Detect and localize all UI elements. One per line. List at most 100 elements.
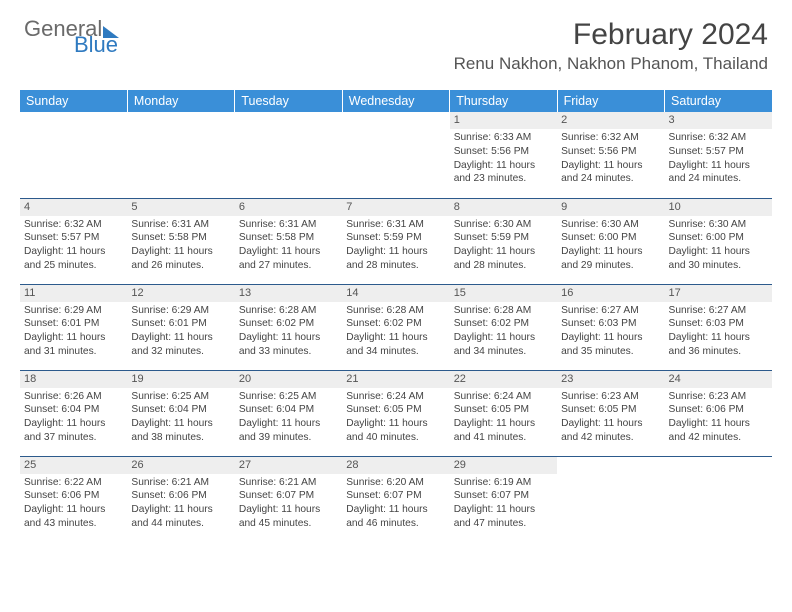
day-number [235,112,342,126]
day-details: Sunrise: 6:27 AMSunset: 6:03 PMDaylight:… [557,302,664,361]
sunset-text: Sunset: 6:00 PM [669,231,768,245]
calendar-day-cell: 22Sunrise: 6:24 AMSunset: 6:05 PMDayligh… [450,370,557,456]
calendar-empty-cell [20,112,127,198]
day-number: 1 [450,112,557,129]
day-details: Sunrise: 6:22 AMSunset: 6:06 PMDaylight:… [20,474,127,533]
sunset-text: Sunset: 6:04 PM [131,403,230,417]
sunset-text: Sunset: 5:56 PM [454,145,553,159]
day-details: Sunrise: 6:30 AMSunset: 6:00 PMDaylight:… [557,216,664,275]
daylight-text: Daylight: 11 hours [346,503,445,517]
weekday-header: Saturday [665,90,772,112]
daylight-text: and 44 minutes. [131,517,230,531]
weekday-header: Monday [127,90,234,112]
day-number: 8 [450,199,557,216]
daylight-text: Daylight: 11 hours [454,417,553,431]
sunset-text: Sunset: 6:02 PM [454,317,553,331]
sunrise-text: Sunrise: 6:31 AM [346,218,445,232]
sunrise-text: Sunrise: 6:32 AM [561,131,660,145]
day-details: Sunrise: 6:30 AMSunset: 6:00 PMDaylight:… [665,216,772,275]
day-details: Sunrise: 6:32 AMSunset: 5:57 PMDaylight:… [20,216,127,275]
day-number: 23 [557,371,664,388]
sunrise-text: Sunrise: 6:20 AM [346,476,445,490]
sunrise-text: Sunrise: 6:21 AM [131,476,230,490]
weekday-header: Wednesday [342,90,449,112]
daylight-text: and 42 minutes. [561,431,660,445]
sunset-text: Sunset: 6:01 PM [24,317,123,331]
day-number: 25 [20,457,127,474]
day-details: Sunrise: 6:32 AMSunset: 5:57 PMDaylight:… [665,129,772,188]
daylight-text: and 40 minutes. [346,431,445,445]
daylight-text: and 42 minutes. [669,431,768,445]
day-details: Sunrise: 6:29 AMSunset: 6:01 PMDaylight:… [127,302,234,361]
day-number: 18 [20,371,127,388]
daylight-text: and 31 minutes. [24,345,123,359]
day-details: Sunrise: 6:27 AMSunset: 6:03 PMDaylight:… [665,302,772,361]
daylight-text: Daylight: 11 hours [669,417,768,431]
daylight-text: Daylight: 11 hours [669,245,768,259]
day-number: 7 [342,199,449,216]
daylight-text: Daylight: 11 hours [131,331,230,345]
sunset-text: Sunset: 5:57 PM [24,231,123,245]
day-details: Sunrise: 6:31 AMSunset: 5:58 PMDaylight:… [235,216,342,275]
calendar-day-cell: 2Sunrise: 6:32 AMSunset: 5:56 PMDaylight… [557,112,664,198]
day-number: 21 [342,371,449,388]
sunset-text: Sunset: 5:58 PM [131,231,230,245]
calendar-day-cell: 25Sunrise: 6:22 AMSunset: 6:06 PMDayligh… [20,456,127,542]
sunset-text: Sunset: 6:03 PM [669,317,768,331]
day-details: Sunrise: 6:30 AMSunset: 5:59 PMDaylight:… [450,216,557,275]
day-number: 16 [557,285,664,302]
daylight-text: and 46 minutes. [346,517,445,531]
sunset-text: Sunset: 6:07 PM [346,489,445,503]
day-number [342,112,449,126]
daylight-text: and 24 minutes. [669,172,768,186]
sunrise-text: Sunrise: 6:26 AM [24,390,123,404]
daylight-text: Daylight: 11 hours [24,417,123,431]
day-details: Sunrise: 6:20 AMSunset: 6:07 PMDaylight:… [342,474,449,533]
weekday-header: Thursday [450,90,557,112]
daylight-text: and 43 minutes. [24,517,123,531]
calendar-table: SundayMondayTuesdayWednesdayThursdayFrid… [20,90,772,542]
calendar-row: 1Sunrise: 6:33 AMSunset: 5:56 PMDaylight… [20,112,772,198]
sunset-text: Sunset: 6:05 PM [454,403,553,417]
sunrise-text: Sunrise: 6:23 AM [561,390,660,404]
sunset-text: Sunset: 5:58 PM [239,231,338,245]
daylight-text: and 47 minutes. [454,517,553,531]
day-details: Sunrise: 6:24 AMSunset: 6:05 PMDaylight:… [342,388,449,447]
calendar-empty-cell [665,456,772,542]
daylight-text: Daylight: 11 hours [24,331,123,345]
calendar-day-cell: 14Sunrise: 6:28 AMSunset: 6:02 PMDayligh… [342,284,449,370]
sunrise-text: Sunrise: 6:30 AM [561,218,660,232]
daylight-text: Daylight: 11 hours [346,245,445,259]
calendar-day-cell: 18Sunrise: 6:26 AMSunset: 6:04 PMDayligh… [20,370,127,456]
day-number: 28 [342,457,449,474]
calendar-empty-cell [127,112,234,198]
day-number: 4 [20,199,127,216]
daylight-text: and 27 minutes. [239,259,338,273]
daylight-text: Daylight: 11 hours [561,245,660,259]
day-number: 22 [450,371,557,388]
weekday-header: Tuesday [235,90,342,112]
day-details: Sunrise: 6:29 AMSunset: 6:01 PMDaylight:… [20,302,127,361]
sunrise-text: Sunrise: 6:31 AM [239,218,338,232]
sunrise-text: Sunrise: 6:32 AM [669,131,768,145]
daylight-text: Daylight: 11 hours [24,245,123,259]
daylight-text: Daylight: 11 hours [131,417,230,431]
day-details: Sunrise: 6:23 AMSunset: 6:06 PMDaylight:… [665,388,772,447]
day-number: 11 [20,285,127,302]
daylight-text: and 39 minutes. [239,431,338,445]
daylight-text: and 32 minutes. [131,345,230,359]
sunrise-text: Sunrise: 6:22 AM [24,476,123,490]
calendar-day-cell: 12Sunrise: 6:29 AMSunset: 6:01 PMDayligh… [127,284,234,370]
day-number: 9 [557,199,664,216]
sunrise-text: Sunrise: 6:27 AM [561,304,660,318]
weekday-header-row: SundayMondayTuesdayWednesdayThursdayFrid… [20,90,772,112]
day-details: Sunrise: 6:28 AMSunset: 6:02 PMDaylight:… [342,302,449,361]
calendar-day-cell: 26Sunrise: 6:21 AMSunset: 6:06 PMDayligh… [127,456,234,542]
day-number: 10 [665,199,772,216]
day-number: 20 [235,371,342,388]
daylight-text: Daylight: 11 hours [24,503,123,517]
daylight-text: and 28 minutes. [454,259,553,273]
month-title: February 2024 [454,18,768,52]
daylight-text: and 34 minutes. [346,345,445,359]
calendar-empty-cell [235,112,342,198]
